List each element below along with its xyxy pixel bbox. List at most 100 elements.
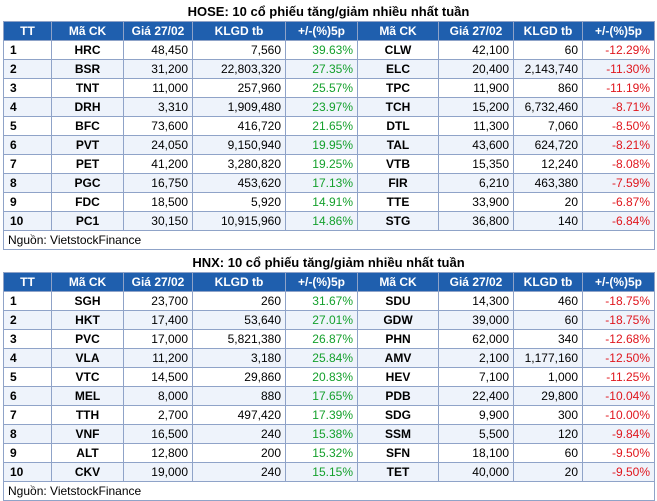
price-up-cell: 8,000 — [123, 386, 193, 406]
table-row: 10 CKV 19,000 240 15.15% TET 40,000 20 -9.50% — [3, 462, 655, 482]
rank-cell: 9 — [3, 443, 52, 463]
change-down-cell: -11.30% — [582, 59, 655, 79]
price-up-cell: 17,000 — [123, 329, 193, 349]
hose-body: 1 HRC 48,450 7,560 39.63% CLW 42,100 60 -12.29% 2… — [3, 40, 655, 250]
volume-up-cell: 416,720 — [192, 116, 286, 136]
price-up-cell: 23,700 — [123, 291, 193, 311]
price-up-cell: 12,800 — [123, 443, 193, 463]
volume-up-cell: 3,180 — [192, 348, 286, 368]
change-up-cell: 19.25% — [285, 154, 358, 174]
volume-down-cell: 12,240 — [513, 154, 583, 174]
ticker-up-cell: FDC — [51, 192, 124, 212]
volume-down-cell: 624,720 — [513, 135, 583, 155]
volume-up-cell: 5,920 — [192, 192, 286, 212]
price-up-cell: 24,050 — [123, 135, 193, 155]
volume-up-cell: 260 — [192, 291, 286, 311]
change-up-cell: 23.97% — [285, 97, 358, 117]
ticker-down-cell: ELC — [357, 59, 439, 79]
ticker-down-cell: SDG — [357, 405, 439, 425]
table-row: 3 TNT 11,000 257,960 25.57% TPC 11,900 860 -11.1… — [3, 78, 655, 98]
hnx-source-row: Nguồn: VietstockFinance — [3, 481, 655, 501]
change-up-cell: 15.15% — [285, 462, 358, 482]
table-row: 6 PVT 24,050 9,150,940 19.95% TAL 43,600 624,72… — [3, 135, 655, 155]
change-down-cell: -12.29% — [582, 40, 655, 60]
ticker-up-cell: TNT — [51, 78, 124, 98]
volume-down-cell: 463,380 — [513, 173, 583, 193]
hose-header-col-change-up: +/-(%)5p — [285, 21, 358, 41]
ticker-down-cell: HEV — [357, 367, 439, 387]
rank-cell: 6 — [3, 135, 52, 155]
change-up-cell: 17.13% — [285, 173, 358, 193]
change-up-cell: 17.39% — [285, 405, 358, 425]
change-up-cell: 14.91% — [285, 192, 358, 212]
ticker-down-cell: TPC — [357, 78, 439, 98]
change-down-cell: -10.00% — [582, 405, 655, 425]
table-row: 9 FDC 18,500 5,920 14.91% TTE 33,900 20 -6.87% — [3, 192, 655, 212]
table-row: 2 BSR 31,200 22,803,320 27.35% ELC 20,400 2,143… — [3, 59, 655, 79]
volume-up-cell: 7,560 — [192, 40, 286, 60]
ticker-up-cell: PET — [51, 154, 124, 174]
volume-down-cell: 20 — [513, 462, 583, 482]
table-row: 4 VLA 11,200 3,180 25.84% AMV 2,100 1,177,160 -1… — [3, 348, 655, 368]
volume-up-cell: 10,915,960 — [192, 211, 286, 231]
volume-up-cell: 240 — [192, 462, 286, 482]
change-down-cell: -9.50% — [582, 462, 655, 482]
hnx-table: TT Mã CK Giá 27/02 KLGD tb +/-(%)5p Mã CK Giá … — [3, 272, 655, 501]
ticker-down-cell: TTE — [357, 192, 439, 212]
change-up-cell: 27.35% — [285, 59, 358, 79]
price-up-cell: 48,450 — [123, 40, 193, 60]
ticker-up-cell: HRC — [51, 40, 124, 60]
hnx-header-col-volume-up: KLGD tb — [192, 272, 286, 292]
table-row: 7 PET 41,200 3,280,820 19.25% VTB 15,350 12,240… — [3, 154, 655, 174]
volume-down-cell: 1,000 — [513, 367, 583, 387]
volume-down-cell: 60 — [513, 40, 583, 60]
change-up-cell: 31.67% — [285, 291, 358, 311]
ticker-down-cell: GDW — [357, 310, 439, 330]
price-down-cell: 2,100 — [438, 348, 514, 368]
rank-cell: 8 — [3, 173, 52, 193]
table-row: 4 DRH 3,310 1,909,480 23.97% TCH 15,200 6,732,4… — [3, 97, 655, 117]
hnx-header-col-volume-down: KLGD tb — [513, 272, 583, 292]
hnx-header-col-change-up: +/-(%)5p — [285, 272, 358, 292]
ticker-down-cell: DTL — [357, 116, 439, 136]
ticker-up-cell: HKT — [51, 310, 124, 330]
change-down-cell: -7.59% — [582, 173, 655, 193]
price-down-cell: 11,900 — [438, 78, 514, 98]
rank-cell: 9 — [3, 192, 52, 212]
table-row: 10 PC1 30,150 10,915,960 14.86% STG 36,800 140-… — [3, 211, 655, 231]
hnx-body: 1 SGH 23,700 260 31.67% SDU 14,300 460 -18.75% 2 H… — [3, 291, 655, 501]
ticker-down-cell: PHN — [357, 329, 439, 349]
price-up-cell: 17,400 — [123, 310, 193, 330]
volume-up-cell: 257,960 — [192, 78, 286, 98]
change-down-cell: -8.71% — [582, 97, 655, 117]
table-row: 1 SGH 23,700 260 31.67% SDU 14,300 460 -18.75% — [3, 291, 655, 311]
volume-down-cell: 2,143,740 — [513, 59, 583, 79]
price-down-cell: 40,000 — [438, 462, 514, 482]
price-down-cell: 14,300 — [438, 291, 514, 311]
source-note: Nguồn: VietstockFinance — [3, 481, 655, 501]
price-up-cell: 3,310 — [123, 97, 193, 117]
table-row: 9 ALT 12,800 200 15.32% SFN 18,100 60 -9.50% — [3, 443, 655, 463]
ticker-down-cell: TCH — [357, 97, 439, 117]
rank-cell: 2 — [3, 59, 52, 79]
change-up-cell: 19.95% — [285, 135, 358, 155]
rank-cell: 4 — [3, 348, 52, 368]
hnx-section: HNX: 10 cổ phiếu tăng/giảm nhiều nhất tu… — [3, 254, 655, 501]
hose-section: HOSE: 10 cổ phiếu tăng/giảm nhiều nhất t… — [3, 3, 655, 250]
price-down-cell: 15,200 — [438, 97, 514, 117]
rank-cell: 1 — [3, 291, 52, 311]
change-up-cell: 17.65% — [285, 386, 358, 406]
price-down-cell: 15,350 — [438, 154, 514, 174]
volume-down-cell: 340 — [513, 329, 583, 349]
change-up-cell: 14.86% — [285, 211, 358, 231]
rank-cell: 5 — [3, 367, 52, 387]
rank-cell: 6 — [3, 386, 52, 406]
hnx-header-col-price-down: Giá 27/02 — [438, 272, 514, 292]
ticker-down-cell: AMV — [357, 348, 439, 368]
hose-header-col-code-down: Mã CK — [357, 21, 439, 41]
table-row: 1 HRC 48,450 7,560 39.63% CLW 42,100 60 -12.29% — [3, 40, 655, 60]
price-down-cell: 36,800 — [438, 211, 514, 231]
ticker-down-cell: SFN — [357, 443, 439, 463]
rank-cell: 3 — [3, 78, 52, 98]
price-down-cell: 20,400 — [438, 59, 514, 79]
